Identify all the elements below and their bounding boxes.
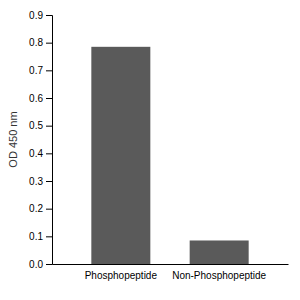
- y-tick-label: 0.9: [29, 10, 43, 21]
- y-tick-mark: [46, 43, 52, 44]
- y-tick-label: 0.3: [29, 176, 43, 187]
- bar: [91, 47, 150, 264]
- y-tick-mark: [46, 264, 52, 265]
- y-axis: 0.0 0.1 0.2 0.3 0.4 0.5 0.6 0.7 0.8 0.9: [29, 10, 52, 270]
- y-tick-label: 0.0: [29, 259, 43, 270]
- y-tick: 0.4: [29, 148, 52, 159]
- y-tick: 0.2: [29, 203, 52, 214]
- bar: [190, 240, 249, 264]
- y-tick: 0.0: [29, 259, 52, 270]
- y-tick-mark: [46, 126, 52, 127]
- y-tick-mark: [46, 209, 52, 210]
- plot: 0.0 0.1 0.2 0.3 0.4 0.5 0.6 0.7 0.8 0.9 Phosphopep…: [29, 10, 288, 281]
- y-tick-mark: [46, 98, 52, 99]
- y-tick-mark: [46, 181, 52, 182]
- y-tick-label: 0.6: [29, 93, 43, 104]
- y-tick: 0.6: [29, 93, 52, 104]
- y-tick: 0.3: [29, 176, 52, 187]
- y-tick: 0.8: [29, 37, 52, 48]
- y-tick-mark: [46, 153, 52, 154]
- x-tick-label: Non-Phosphopeptide: [172, 270, 266, 281]
- x-axis-line: [53, 264, 289, 265]
- y-tick-mark: [46, 15, 52, 16]
- chart: 0.0 0.1 0.2 0.3 0.4 0.5 0.6 0.7 0.8 0.9 Phosphopep…: [0, 0, 300, 300]
- y-tick-label: 0.4: [29, 148, 43, 159]
- y-tick: 0.1: [29, 231, 52, 242]
- y-axis-title: OD 450 nm: [7, 111, 19, 167]
- y-tick-mark: [46, 70, 52, 71]
- x-axis: Phosphopeptide Non-Phosphopeptide: [53, 265, 289, 282]
- x-tick-label: Phosphopeptide: [85, 270, 158, 281]
- x-tick: Phosphopeptide: [85, 270, 158, 281]
- y-tick: 0.9: [29, 10, 52, 21]
- y-tick: 0.7: [29, 65, 52, 76]
- y-tick-label: 0.8: [29, 37, 43, 48]
- x-tick: Non-Phosphopeptide: [172, 270, 266, 281]
- y-tick-label: 0.7: [29, 65, 43, 76]
- bars: [91, 47, 248, 264]
- y-tick-label: 0.1: [29, 231, 43, 242]
- y-tick-label: 0.5: [29, 120, 43, 131]
- y-axis-line: [46, 16, 53, 265]
- y-tick-label: 0.2: [29, 203, 43, 214]
- y-tick: 0.5: [29, 120, 52, 131]
- y-tick-mark: [46, 236, 52, 237]
